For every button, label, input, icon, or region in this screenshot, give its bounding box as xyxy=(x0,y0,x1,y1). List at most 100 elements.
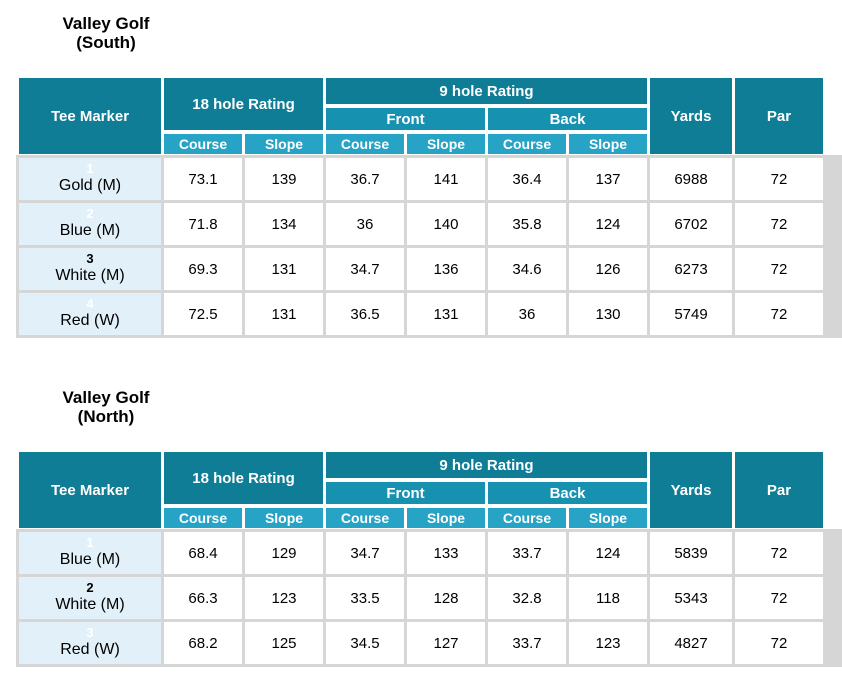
par-value: 72 xyxy=(735,577,823,619)
slope-18-value: 134 xyxy=(245,203,323,245)
course-18-header: Course xyxy=(164,508,242,528)
yards-value: 6273 xyxy=(650,248,732,290)
course-18-value: 71.8 xyxy=(164,203,242,245)
tee-name: Gold (M) xyxy=(58,177,122,195)
course-title-line1: Valley Golf xyxy=(62,14,150,33)
back-header: Back xyxy=(488,482,647,504)
slope-back-value: 126 xyxy=(569,248,647,290)
tee-number: 4 xyxy=(86,296,94,312)
par-value: 72 xyxy=(735,158,823,200)
course-18-value: 69.3 xyxy=(164,248,242,290)
tee-marker-cell: 3 Red (W) xyxy=(19,622,161,664)
course-front-value: 36.7 xyxy=(326,158,404,200)
par-value: 72 xyxy=(735,532,823,574)
tee-number: 3 xyxy=(86,251,94,267)
south-table-body: 1 Gold (M) 73.1 139 36.7 141 36.4 137 69… xyxy=(16,155,842,338)
south-rating-table: Tee Marker 18 hole Rating 9 hole Rating … xyxy=(16,78,842,338)
slope-back-header: Slope xyxy=(569,508,647,528)
front-header: Front xyxy=(326,482,485,504)
yards-value: 5839 xyxy=(650,532,732,574)
tee-number: 1 xyxy=(86,535,94,551)
course-front-value: 34.7 xyxy=(326,248,404,290)
tee-marker-cell: 4 Red (W) xyxy=(19,293,161,335)
course-back-header: Course xyxy=(488,508,566,528)
north-table-header: Tee Marker 18 hole Rating 9 hole Rating … xyxy=(16,452,842,528)
yards-header: Yards xyxy=(650,452,732,528)
course-title-line1: Valley Golf xyxy=(62,388,150,407)
slope-back-value: 123 xyxy=(569,622,647,664)
tee-name: Blue (M) xyxy=(59,222,121,240)
tee-marker-cell: 3 White (M) xyxy=(19,248,161,290)
slope-front-value: 136 xyxy=(407,248,485,290)
tee-number: 2 xyxy=(86,580,94,596)
course-front-header: Course xyxy=(326,134,404,154)
yards-value: 6988 xyxy=(650,158,732,200)
slope-front-header: Slope xyxy=(407,134,485,154)
course-back-value: 33.7 xyxy=(488,532,566,574)
course-back-value: 36 xyxy=(488,293,566,335)
yards-value: 5343 xyxy=(650,577,732,619)
tee-name: Blue (M) xyxy=(59,551,121,569)
tee-marker-cell: 1 Blue (M) xyxy=(19,532,161,574)
tee-number: 3 xyxy=(86,625,94,641)
tee-name: White (M) xyxy=(55,267,125,285)
slope-18-value: 125 xyxy=(245,622,323,664)
course-18-header: Course xyxy=(164,134,242,154)
south-course-section: Valley Golf (South) Tee Marker 18 hole Ra… xyxy=(16,14,842,338)
tee-number: 1 xyxy=(86,161,94,177)
south-table-header: Tee Marker 18 hole Rating 9 hole Rating … xyxy=(16,78,842,154)
front-header: Front xyxy=(326,108,485,130)
course-front-value: 34.7 xyxy=(326,532,404,574)
north-course-section: Valley Golf (North) Tee Marker 18 hole Ra… xyxy=(16,388,842,667)
tee-marker-cell: 1 Gold (M) xyxy=(19,158,161,200)
course-18-value: 72.5 xyxy=(164,293,242,335)
course-18-value: 73.1 xyxy=(164,158,242,200)
slope-front-value: 141 xyxy=(407,158,485,200)
course-front-value: 34.5 xyxy=(326,622,404,664)
slope-back-value: 130 xyxy=(569,293,647,335)
yards-header: Yards xyxy=(650,78,732,154)
course-title-line2: (North) xyxy=(77,407,135,426)
rating-18-header: 18 hole Rating xyxy=(164,452,323,504)
back-header: Back xyxy=(488,108,647,130)
rating-9-header: 9 hole Rating xyxy=(326,452,647,478)
course-back-value: 33.7 xyxy=(488,622,566,664)
rating-18-header: 18 hole Rating xyxy=(164,78,323,130)
rating-9-header: 9 hole Rating xyxy=(326,78,647,104)
course-back-value: 36.4 xyxy=(488,158,566,200)
slope-18-value: 123 xyxy=(245,577,323,619)
yards-value: 4827 xyxy=(650,622,732,664)
par-header: Par xyxy=(735,452,823,528)
slope-18-value: 129 xyxy=(245,532,323,574)
tee-name: Red (W) xyxy=(60,641,120,659)
yards-value: 5749 xyxy=(650,293,732,335)
slope-front-header: Slope xyxy=(407,508,485,528)
south-course-title: Valley Golf (South) xyxy=(30,14,182,52)
tee-number: 2 xyxy=(86,206,94,222)
par-value: 72 xyxy=(735,622,823,664)
course-front-value: 33.5 xyxy=(326,577,404,619)
course-18-value: 68.2 xyxy=(164,622,242,664)
slope-18-header: Slope xyxy=(245,508,323,528)
north-rating-table: Tee Marker 18 hole Rating 9 hole Rating … xyxy=(16,452,842,667)
par-value: 72 xyxy=(735,293,823,335)
slope-back-value: 137 xyxy=(569,158,647,200)
course-title-line2: (South) xyxy=(76,33,136,52)
course-18-value: 66.3 xyxy=(164,577,242,619)
par-value: 72 xyxy=(735,248,823,290)
slope-front-value: 133 xyxy=(407,532,485,574)
par-header: Par xyxy=(735,78,823,154)
course-front-value: 36 xyxy=(326,203,404,245)
page: Valley Golf (South) Tee Marker 18 hole Ra… xyxy=(16,14,842,667)
tee-name: Red (W) xyxy=(60,312,120,330)
course-back-value: 35.8 xyxy=(488,203,566,245)
north-course-title: Valley Golf (North) xyxy=(30,388,182,426)
tee-marker-cell: 2 White (M) xyxy=(19,577,161,619)
course-back-value: 34.6 xyxy=(488,248,566,290)
slope-front-value: 128 xyxy=(407,577,485,619)
tee-name: White (M) xyxy=(55,596,125,614)
slope-front-value: 131 xyxy=(407,293,485,335)
course-back-value: 32.8 xyxy=(488,577,566,619)
slope-18-value: 139 xyxy=(245,158,323,200)
slope-18-value: 131 xyxy=(245,248,323,290)
